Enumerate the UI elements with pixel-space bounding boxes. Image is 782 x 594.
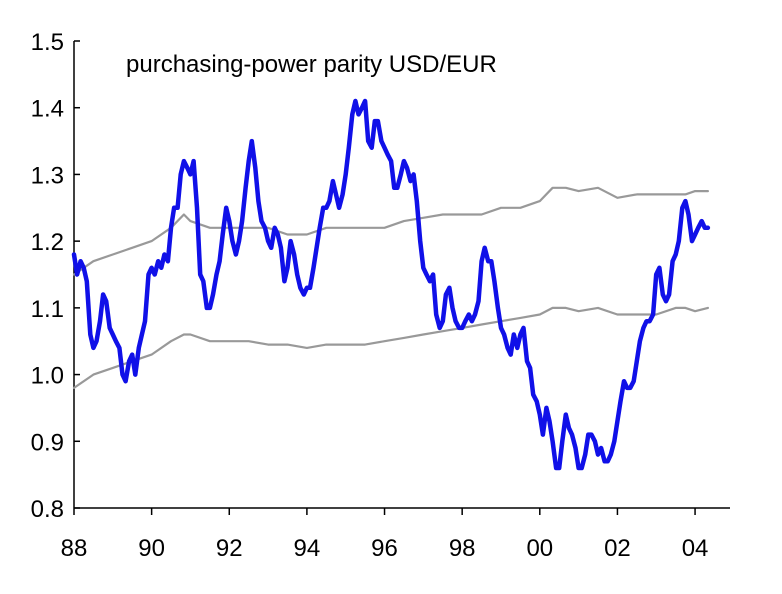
- x-tick-label: 94: [294, 535, 321, 562]
- x-tick-label: 00: [526, 535, 553, 562]
- y-tick-label: 0.8: [31, 496, 64, 523]
- y-tick-label: 0.9: [31, 429, 64, 456]
- series-line-exchange-rate: [71, 98, 711, 471]
- y-tick-label: 1.2: [31, 229, 64, 256]
- x-tick-label: 88: [61, 535, 88, 562]
- axes: 0.8 0.9 1.0 1.1 1.2 1.3 1.4 1.5 88 90 92 94 96 98 00 0…: [31, 29, 730, 562]
- series-line-lower-band: [72, 306, 709, 389]
- y-tick-label: 1.0: [31, 363, 64, 390]
- y-tick-label: 1.4: [31, 96, 64, 123]
- y-tick-label: 1.1: [31, 296, 64, 323]
- x-tick-label: 04: [682, 535, 709, 562]
- y-tick-label: 1.5: [31, 29, 64, 56]
- series-line-upper-band: [72, 186, 709, 276]
- y-ticks: 0.8 0.9 1.0 1.1 1.2 1.3 1.4 1.5: [31, 29, 80, 523]
- chart-title: purchasing-power parity USD/EUR: [126, 51, 497, 78]
- y-tick-label: 1.3: [31, 162, 64, 189]
- x-tick-label: 98: [449, 535, 476, 562]
- series-layer: [71, 98, 711, 471]
- x-tick-label: 02: [604, 535, 631, 562]
- x-tick-label: 96: [371, 535, 398, 562]
- x-ticks: 88 90 92 94 96 98 00 02 04: [61, 508, 709, 562]
- x-tick-label: 92: [216, 535, 243, 562]
- x-tick-label: 90: [138, 535, 165, 562]
